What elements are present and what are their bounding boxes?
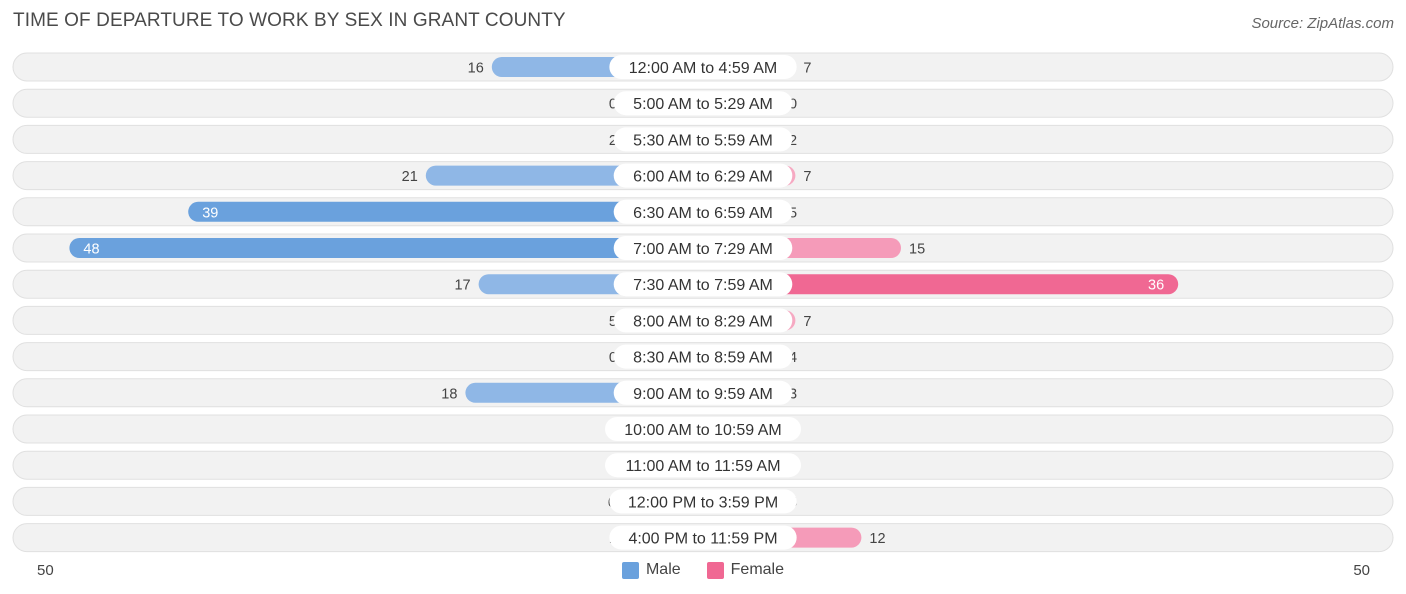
category-label-pill [613,272,793,297]
category-label-pill [613,308,793,333]
male-bar [69,238,703,258]
category-label: 8:00 AM to 8:29 AM [633,313,773,330]
legend-item-male[interactable]: Male [621,561,681,579]
male-value-label: 5 [609,314,617,330]
category-label-pill [605,453,801,478]
category-label-pill [609,525,797,550]
legend-swatch-male [621,561,639,579]
axis-left-label: 50 [37,562,54,579]
category-label: 6:00 AM to 6:29 AM [633,169,773,186]
category-label-pill [613,163,793,188]
category-label: 5:00 AM to 5:29 AM [633,96,773,113]
male-value-label: 0 [609,350,617,366]
female-value-label: 12 [869,531,885,547]
female-value-label: 36 [1148,278,1164,294]
category-label-pill [613,127,793,152]
legend-label-male: Male [645,561,681,578]
category-label-pill [609,55,797,79]
male-value-label: 39 [202,205,218,221]
male-value-label: 16 [468,61,484,77]
female-value-label: 5 [789,205,797,221]
legend-label-female: Female [730,561,785,578]
legend-item-female[interactable]: Female [706,561,785,579]
category-label-pill [613,91,793,116]
female-value-label: 7 [803,61,811,77]
category-label: 7:30 AM to 7:59 AM [633,277,773,294]
category-label: 6:30 AM to 6:59 AM [633,205,773,222]
category-label: 4:00 PM to 11:59 PM [628,531,777,548]
category-label-pill [613,236,793,260]
male-value-label: 17 [454,278,470,294]
category-label-pill [613,380,793,405]
chart-title: TIME OF DEPARTURE TO WORK BY SEX IN GRAN… [13,10,566,31]
male-value-label: 48 [83,242,99,258]
female-value-label: 3 [789,386,797,402]
category-label: 8:30 AM to 8:59 AM [633,350,773,367]
female-value-label: 4 [789,350,797,366]
male-value-label: 2 [609,133,617,149]
axis-right-label: 50 [1353,562,1370,579]
female-bar [703,274,1179,295]
category-label-pill [609,489,797,514]
male-value-label: 21 [402,169,418,185]
female-value-label: 0 [789,97,797,113]
category-label: 12:00 PM to 3:59 PM [628,494,778,511]
male-bar [188,201,703,222]
category-label: 10:00 AM to 10:59 AM [624,422,781,439]
female-value-label: 7 [803,314,811,330]
category-label: 12:00 AM to 4:59 AM [629,60,778,77]
category-label-pill [613,344,793,369]
female-value-label: 2 [789,133,797,149]
male-value-label: 0 [609,97,617,113]
category-label: 9:00 AM to 9:59 AM [633,386,773,403]
category-label-pill [613,199,793,224]
category-label: 11:00 AM to 11:59 AM [625,458,780,475]
category-label-pill [605,417,801,441]
category-label: 5:30 AM to 5:59 AM [633,132,773,149]
legend: Male Female [0,561,1406,579]
male-value-label: 18 [441,386,457,402]
source-note: Source: ZipAtlas.com [1251,15,1394,32]
female-value-label: 7 [803,169,811,185]
category-label: 7:00 AM to 7:29 AM [633,241,773,258]
female-value-label: 15 [909,242,925,258]
legend-swatch-female [706,561,724,579]
